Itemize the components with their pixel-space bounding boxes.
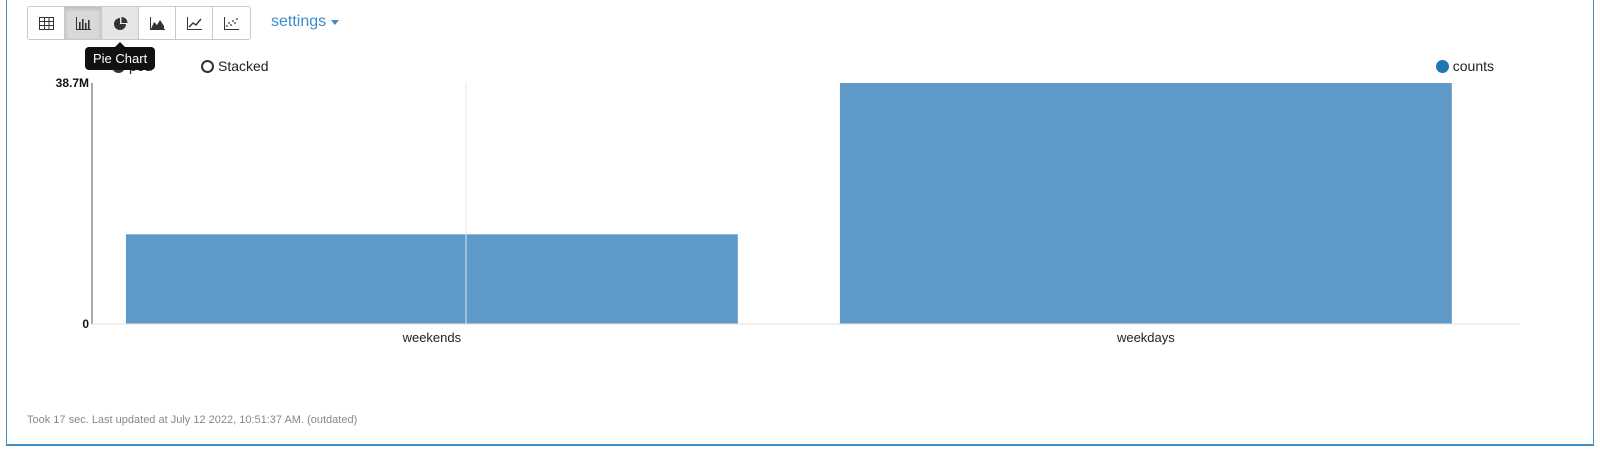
settings-dropdown[interactable]: settings xyxy=(271,13,340,31)
chart-type-toolbar xyxy=(27,6,251,40)
scatter-chart-button[interactable] xyxy=(213,7,250,39)
line-chart-button[interactable] xyxy=(176,7,213,39)
x-tick-label: weekdays xyxy=(1116,330,1175,345)
status-footer: Took 17 sec. Last updated at July 12 202… xyxy=(27,414,358,426)
y-tick-label: 0 xyxy=(82,317,89,331)
chart-legend[interactable]: counts xyxy=(1435,58,1494,74)
table-view-button[interactable] xyxy=(28,7,65,39)
pie-chart-button[interactable] xyxy=(102,7,139,39)
chevron-down-icon xyxy=(331,20,340,25)
x-tick-label: weekends xyxy=(402,330,462,345)
stacked-option[interactable]: Stacked xyxy=(201,58,269,74)
y-tick-label: 38.7M xyxy=(56,76,89,90)
table-icon xyxy=(38,16,54,30)
panel-frame xyxy=(6,0,1594,446)
bar xyxy=(125,234,738,324)
legend-label: counts xyxy=(1452,58,1494,74)
bar-chart-button[interactable] xyxy=(65,7,102,39)
settings-label: settings xyxy=(271,13,327,30)
tooltip: Pie Chart xyxy=(85,42,156,70)
bar-chart-icon xyxy=(75,16,91,30)
line-chart-icon xyxy=(186,16,202,30)
area-chart-icon xyxy=(149,16,165,30)
stacked-label: Stacked xyxy=(218,58,269,74)
bar xyxy=(839,83,1452,324)
bar-chart: 0 38.7M weekends weekdays xyxy=(56,76,1520,345)
legend-dot-icon xyxy=(1435,59,1449,73)
pie-chart-icon xyxy=(113,16,127,30)
stacked-radio[interactable] xyxy=(201,59,214,73)
scatter-chart-icon xyxy=(224,16,239,30)
area-chart-button[interactable] xyxy=(139,7,176,39)
